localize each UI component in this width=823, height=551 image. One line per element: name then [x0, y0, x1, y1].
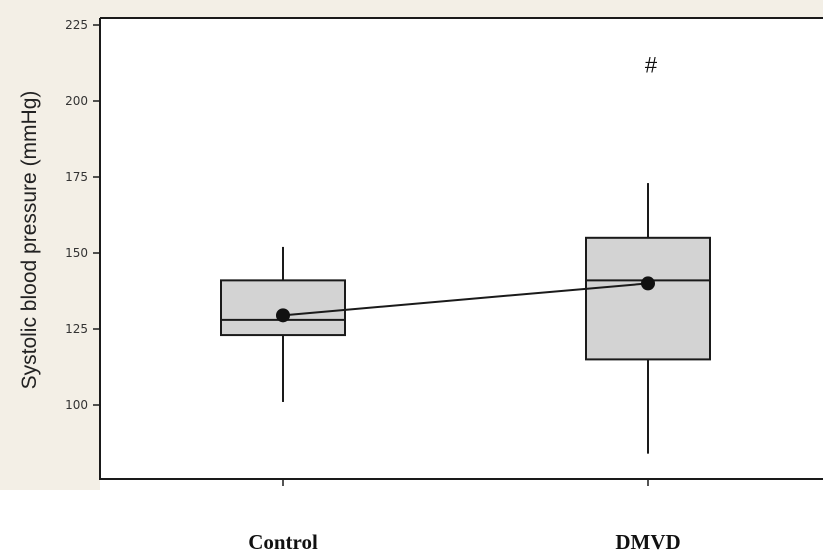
box-dmvd [585, 183, 711, 454]
x-tick-label-dmvd: DMVD [615, 530, 680, 551]
y-tick-label-175: 175 [65, 170, 88, 184]
top-margin-band [0, 0, 823, 18]
y-axis-ticks: 100 125 150 175 200 225 [65, 18, 100, 412]
annotation-0: # [645, 53, 658, 78]
mean-connect-line [282, 282, 649, 317]
y-tick-label-150: 150 [65, 246, 88, 260]
iqr-box-control [220, 279, 346, 337]
iqr-box-dmvd [585, 236, 711, 361]
left-margin-band [0, 0, 100, 490]
plot-area [100, 18, 823, 479]
mean-point-dmvd [641, 276, 655, 291]
y-tick-label-200: 200 [65, 94, 88, 108]
y-tick-label-125: 125 [65, 322, 88, 336]
x-axis-ticks: Control DMVD [248, 479, 681, 551]
mean-point-control [276, 308, 290, 323]
y-axis-label: Systolic blood pressure (mmHg) [18, 91, 41, 390]
y-tick-label-225: 225 [65, 18, 88, 32]
x-tick-label-control: Control [248, 530, 318, 551]
chart-marks: # [220, 53, 711, 454]
box-control [220, 246, 346, 402]
y-tick-label-100: 100 [65, 398, 88, 412]
